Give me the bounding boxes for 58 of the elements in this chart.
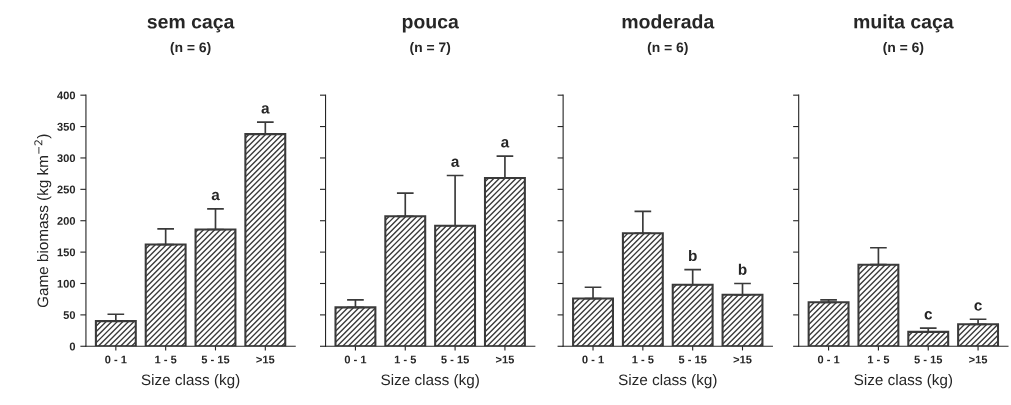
x-tick-label: 1 - 5 xyxy=(868,355,890,364)
x-tick-label: 5 - 15 xyxy=(678,355,707,364)
bar xyxy=(384,215,427,347)
y-tick-label: 400 xyxy=(57,91,76,100)
chart-title: moderada xyxy=(622,14,715,29)
y-tick-label: 300 xyxy=(57,154,76,163)
annotation: a xyxy=(211,191,220,201)
x-tick-label: 5 - 15 xyxy=(914,355,943,364)
bar xyxy=(434,224,477,347)
y-tick-label: 250 xyxy=(57,185,76,194)
bar xyxy=(907,330,950,347)
annotation: c xyxy=(924,311,933,320)
x-tick-label: >15 xyxy=(733,355,752,364)
chart-subtitle: (n = 6) xyxy=(647,42,688,55)
bar xyxy=(807,301,850,347)
bar xyxy=(671,283,714,347)
x-tick-label: 1 - 5 xyxy=(155,355,177,364)
bar xyxy=(621,232,664,347)
chart-title: sem caça xyxy=(147,17,235,33)
x-axis-title: Size class (kg) xyxy=(854,373,953,389)
chart-title: pouca xyxy=(402,17,459,33)
x-tick-label: 5 - 15 xyxy=(441,355,469,364)
y-tick-label: 0 xyxy=(69,342,76,351)
y-tick-label: 200 xyxy=(57,216,76,225)
annotation: a xyxy=(501,139,510,148)
bar xyxy=(957,323,1000,347)
bar xyxy=(721,293,764,347)
x-tick-label: 5 - 15 xyxy=(201,355,230,364)
annotation: c xyxy=(974,302,982,311)
x-tick-label: >15 xyxy=(495,355,515,364)
annotation: b xyxy=(689,249,697,262)
chart-subtitle: (n = 6) xyxy=(883,42,924,55)
x-tick-label: 1 - 5 xyxy=(394,355,417,364)
x-tick-label: 0 - 1 xyxy=(817,355,840,364)
chart-title: muita caça xyxy=(854,14,954,33)
annotation: a xyxy=(261,105,270,114)
bar xyxy=(244,133,287,347)
bar xyxy=(857,263,900,347)
y-axis-title: Game biomass (kg km$^{−2}$) xyxy=(34,134,52,308)
x-axis-title: Size class (kg) xyxy=(141,373,240,389)
y-tick-label: 50 xyxy=(63,311,76,320)
x-tick-label: 0 - 1 xyxy=(344,355,367,364)
y-tick-label: 350 xyxy=(57,122,76,131)
annotation: b xyxy=(738,263,747,275)
x-tick-label: >15 xyxy=(256,355,275,364)
x-tick-label: 0 - 1 xyxy=(582,355,604,364)
y-tick-label: 100 xyxy=(57,279,76,288)
chart-subtitle: (n = 6) xyxy=(170,42,211,55)
y-tick-label: 150 xyxy=(57,248,76,257)
annotation: a xyxy=(451,158,460,167)
chart-subtitle: (n = 7) xyxy=(410,42,451,55)
x-axis-title: Size class (kg) xyxy=(381,373,479,389)
x-tick-label: 1 - 5 xyxy=(632,355,654,364)
bar xyxy=(94,320,137,347)
x-tick-label: >15 xyxy=(969,355,988,364)
x-axis-title: Size class (kg) xyxy=(618,373,717,389)
x-tick-label: 0 - 1 xyxy=(105,355,127,364)
bar xyxy=(483,177,526,347)
